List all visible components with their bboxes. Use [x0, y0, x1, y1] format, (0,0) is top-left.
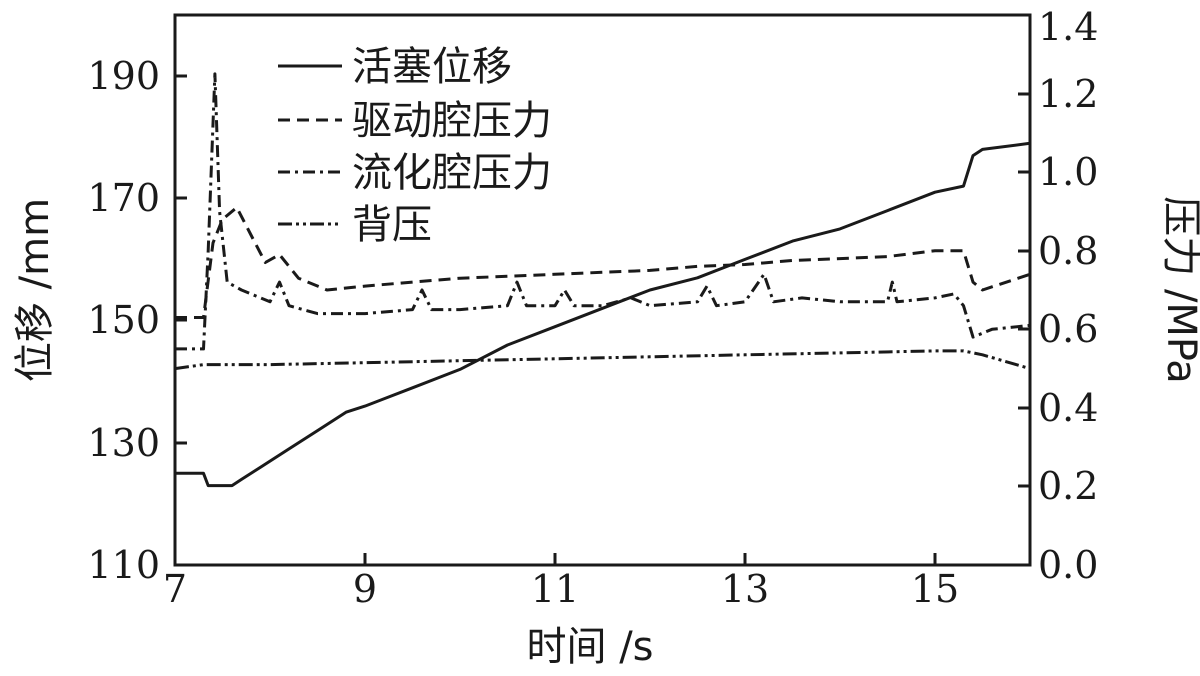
series-line-1 — [175, 141, 1031, 488]
legend: 活塞位移 驱动腔压力 流化腔压力 背压 — [278, 44, 552, 248]
legend-label-piston-displacement: 活塞位移 — [352, 44, 512, 90]
series-line-4 — [174, 349, 1031, 371]
plot-frame — [173, 13, 1032, 567]
x-tick-label: 15 — [911, 567, 959, 611]
y-right-tick-label: 1.2 — [1038, 72, 1098, 116]
y-left-tick-label: 170 — [87, 176, 160, 220]
series-line-3 — [175, 72, 1031, 351]
y-left-tick-label: 190 — [87, 54, 160, 98]
legend-label-drive-chamber-pressure: 驱动腔压力 — [352, 98, 552, 144]
y-left-axis-title: 位移 /mm — [12, 198, 58, 382]
y-left-tick-label: 110 — [87, 543, 160, 587]
y-axis-right: 0.0 0.2 0.4 0.6 0.8 1.0 1.2 1.4 压力 /MPa — [1018, 5, 1200, 587]
y-right-tick-label: 0.8 — [1038, 229, 1098, 273]
x-tick-label: 13 — [721, 567, 769, 611]
series-layer — [174, 72, 1031, 488]
y-right-axis-title: 压力 /MPa — [1158, 196, 1200, 384]
legend-label-fluidization-chamber-pressure: 流化腔压力 — [352, 150, 552, 196]
y-right-tick-label: 0.6 — [1038, 307, 1098, 351]
x-axis-title: 时间 /s — [526, 624, 653, 670]
y-right-tick-label: 0.0 — [1038, 543, 1098, 587]
legend-label-back-pressure: 背压 — [352, 202, 432, 248]
x-tick-label: 11 — [531, 567, 579, 611]
y-right-tick-label: 1.4 — [1038, 5, 1098, 49]
y-left-tick-label: 130 — [87, 421, 160, 465]
y-right-tick-label: 1.0 — [1038, 150, 1098, 194]
x-tick-label: 7 — [163, 567, 187, 611]
x-tick-label: 9 — [353, 567, 377, 611]
y-right-tick-label: 0.4 — [1038, 386, 1098, 430]
y-left-tick-label: 150 — [87, 298, 160, 342]
y-axis-left: 110 130 150 170 190 位移 /mm — [12, 54, 187, 587]
x-axis: 7 9 11 13 15 时间 /s — [163, 553, 959, 670]
series-line-2 — [175, 206, 1031, 319]
y-right-tick-label: 0.2 — [1038, 464, 1098, 508]
